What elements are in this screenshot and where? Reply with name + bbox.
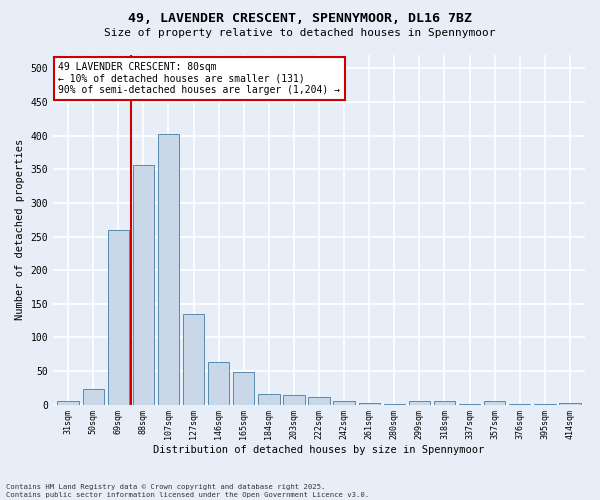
Bar xyxy=(158,134,179,404)
Text: 49 LAVENDER CRESCENT: 80sqm
← 10% of detached houses are smaller (131)
90% of se: 49 LAVENDER CRESCENT: 80sqm ← 10% of det… xyxy=(58,62,340,95)
Bar xyxy=(58,401,79,404)
Text: Size of property relative to detached houses in Spennymoor: Size of property relative to detached ho… xyxy=(104,28,496,38)
Bar xyxy=(484,401,505,404)
Bar xyxy=(409,401,430,404)
Bar xyxy=(83,389,104,404)
Bar xyxy=(308,397,329,404)
Bar xyxy=(559,403,581,404)
Y-axis label: Number of detached properties: Number of detached properties xyxy=(15,139,25,320)
Bar xyxy=(133,164,154,404)
Bar xyxy=(359,403,380,404)
X-axis label: Distribution of detached houses by size in Spennymoor: Distribution of detached houses by size … xyxy=(154,445,485,455)
Bar xyxy=(107,230,129,404)
Bar xyxy=(334,400,355,404)
Bar xyxy=(283,395,305,404)
Bar xyxy=(183,314,204,404)
Bar xyxy=(258,394,280,404)
Bar xyxy=(233,372,254,404)
Bar xyxy=(208,362,229,405)
Text: 49, LAVENDER CRESCENT, SPENNYMOOR, DL16 7BZ: 49, LAVENDER CRESCENT, SPENNYMOOR, DL16 … xyxy=(128,12,472,26)
Text: Contains HM Land Registry data © Crown copyright and database right 2025.
Contai: Contains HM Land Registry data © Crown c… xyxy=(6,484,369,498)
Bar xyxy=(434,401,455,404)
